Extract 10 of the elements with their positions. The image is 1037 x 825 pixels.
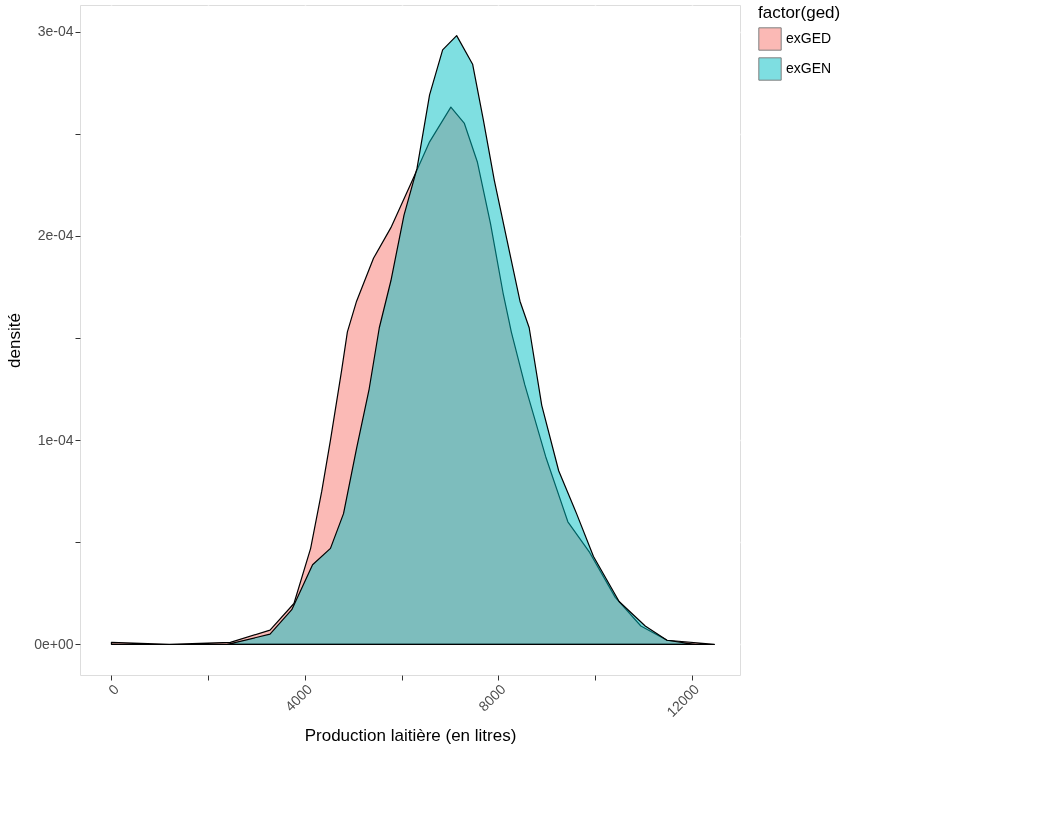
y-tick-label: 3e-04 [37, 23, 74, 40]
legend-label: exGED [786, 30, 832, 46]
y-axis-title: densité [5, 313, 25, 368]
x-axis-title: Production laitière (en litres) [304, 725, 517, 745]
y-tick-label: 0e+00 [34, 635, 74, 652]
y-tick-label: 1e-04 [37, 431, 74, 448]
legend-title: factor(ged) [758, 3, 841, 22]
y-tick-label: 2e-04 [37, 227, 74, 244]
x-tick-label: 0 [105, 680, 122, 698]
legend-label: exGEN [786, 60, 832, 76]
